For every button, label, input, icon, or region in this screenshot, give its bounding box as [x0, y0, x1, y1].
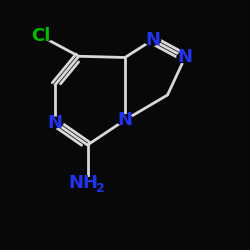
- Ellipse shape: [30, 30, 53, 43]
- Ellipse shape: [46, 116, 64, 128]
- Text: N: N: [145, 31, 160, 49]
- Ellipse shape: [116, 114, 134, 126]
- Text: N: N: [48, 114, 62, 132]
- Text: 2: 2: [96, 182, 105, 195]
- Ellipse shape: [176, 52, 194, 64]
- Ellipse shape: [144, 34, 161, 46]
- Ellipse shape: [72, 177, 102, 190]
- Text: NH: NH: [69, 174, 99, 192]
- Text: N: N: [178, 48, 192, 66]
- Text: Cl: Cl: [32, 27, 51, 45]
- Text: N: N: [118, 111, 132, 129]
